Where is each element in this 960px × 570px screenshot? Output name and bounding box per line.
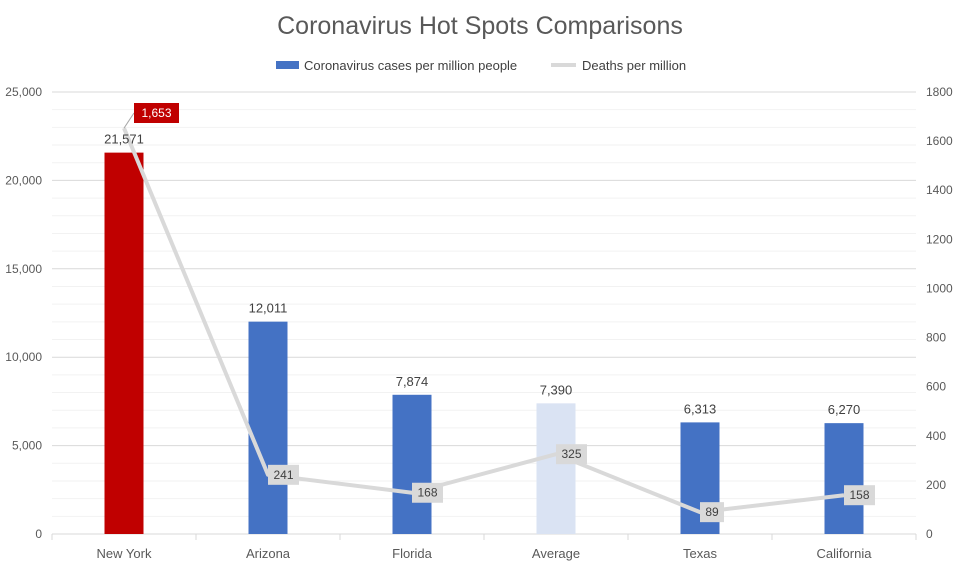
line-value-label-bg [700,502,724,523]
x-category-label: Arizona [246,546,291,561]
bar-series [104,152,864,534]
line-value-label-bg [268,464,299,485]
chart-title: Coronavirus Hot Spots Comparisons [277,12,683,40]
bar-value-label: 21,571 [104,132,144,147]
bar-value-label: 7,390 [540,382,573,397]
x-category-label: New York [97,546,152,561]
y-left-tick-label: 0 [35,527,42,541]
line-value-label: 158 [849,488,869,502]
data-labels: 21,571 12,011 7,874 7,390 6,313 6,270 1,653 241… [104,103,875,523]
line-value-label: 325 [561,447,581,461]
x-category-label: Average [532,546,580,561]
x-category-label: Texas [683,546,717,561]
deaths-line [122,127,845,515]
y-right-tick-label: 600 [926,380,946,394]
bar [824,423,864,534]
y-left-tick-label: 20,000 [5,173,42,187]
y-left-tick-label: 15,000 [5,262,42,276]
line-value-label: 241 [273,468,293,482]
y-right-tick-label: 400 [926,429,946,443]
line-value-label: 1,653 [141,106,171,120]
y-left-tick-label: 5,000 [12,439,42,453]
legend: Coronavirus cases per million people Dea… [276,58,686,73]
bar-value-label: 6,313 [684,401,717,416]
line-value-label-bg [844,485,875,506]
y-right-tick-label: 1000 [926,281,953,295]
bar [104,152,144,534]
line-value-label-bg [412,482,443,503]
y-right-tick-label: 1200 [926,232,953,246]
bar [392,394,432,534]
y-left-tick-label: 25,000 [5,85,42,99]
x-category-label: California [817,546,873,561]
bar [248,321,288,534]
y-right-tick-label: 1400 [926,183,953,197]
line-value-label: 89 [705,505,719,519]
legend-label-deaths: Deaths per million [582,58,686,73]
bar [536,403,576,534]
line-value-label-bg [556,444,587,465]
y-left-tick-label: 10,000 [5,350,42,364]
line-series [122,127,845,515]
legend-swatch-cases [276,61,299,69]
line-label-leader [123,112,135,129]
legend-label-cases: Coronavirus cases per million people [304,58,517,73]
bar-value-label: 12,011 [249,301,288,316]
axes: 0 5,000 10,000 15,000 20,000 25,000 0 200 400 600… [5,85,953,561]
y-right-tick-label: 200 [926,478,946,492]
x-category-label: Florida [392,546,433,561]
y-right-tick-label: 1800 [926,85,953,99]
bar-value-label: 6,270 [828,402,861,417]
y-right-tick-label: 0 [926,527,933,541]
line-value-label-bg [134,103,179,123]
y-right-tick-label: 800 [926,331,946,345]
bar-value-label: 7,874 [396,374,429,389]
gridlines [52,91,916,517]
y-right-tick-label: 1600 [926,134,953,148]
line-value-label: 168 [417,486,437,500]
